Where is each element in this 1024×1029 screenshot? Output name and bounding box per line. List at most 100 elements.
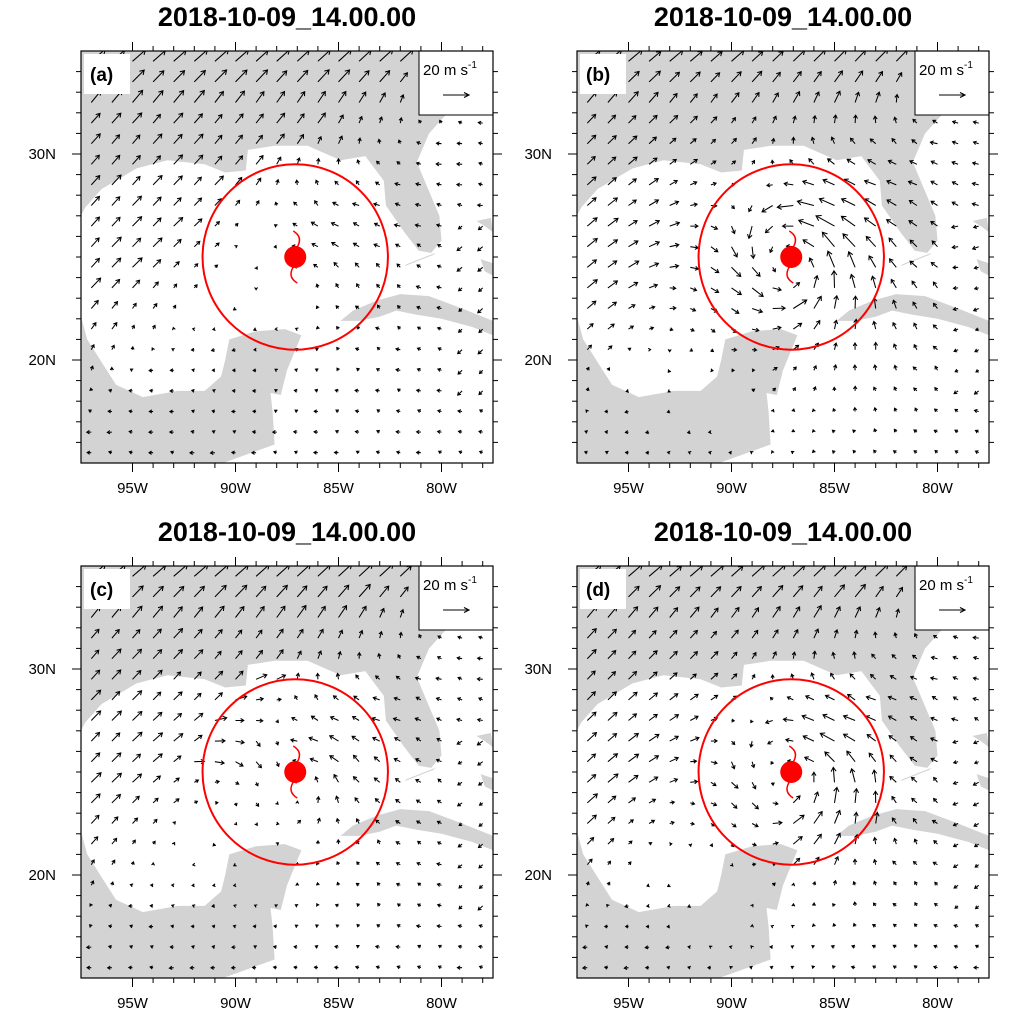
wind-vector [812,880,817,886]
wind-vector [173,648,184,660]
wind-vector [314,944,319,949]
wind-vector [132,51,146,62]
wind-vector [731,585,742,598]
wind-vector [314,200,319,206]
wind-vector [707,450,712,455]
wind-vector [336,861,340,865]
wind-vector [90,880,95,886]
wind-vector [355,818,360,824]
wind-vector [132,175,141,186]
wind-vector [607,732,618,742]
wind-vector [457,409,463,414]
x-tick-label: 90W [716,995,748,1012]
wind-vector [296,51,310,62]
wind-vector [648,692,659,701]
wind-vector [111,648,122,660]
wind-vector [893,116,898,124]
storm-center-marker [284,761,307,783]
legend-box [914,565,990,631]
wind-vector [354,262,360,268]
wind-vector [415,820,422,825]
x-tick-label: 95W [117,480,149,497]
wind-vector [212,842,217,847]
wind-vector [132,279,141,289]
wind-vector [834,855,840,865]
wind-vector [728,945,733,950]
wind-vector [584,924,589,928]
wind-vector [355,882,360,887]
wind-vector [352,754,360,763]
wind-vector [892,903,897,907]
x-tick-label: 90W [716,480,748,497]
wind-vector [666,409,671,414]
wind-vector [235,650,243,660]
wind-vector [832,407,837,412]
panel-label-box [580,569,626,609]
wind-vector [669,672,678,680]
wind-vector [173,238,182,248]
wind-vector [111,669,122,680]
wind-vector [669,693,679,701]
wind-vector [952,822,959,827]
wind-vector [648,842,653,846]
wind-vector [456,802,463,807]
wind-vector [914,407,919,412]
wind-vector [607,135,617,145]
wind-vector [929,676,938,681]
wind-vector [308,736,319,742]
wind-vector [90,649,100,660]
wind-vector [852,385,858,391]
wind-vector [333,965,339,970]
wind-vector [276,112,286,124]
wind-vector [791,428,796,433]
wind-vector [972,224,979,229]
wind-vector [648,157,658,165]
wind-vector [731,651,738,660]
wind-vector [378,630,384,639]
panel-label: (d) [580,569,626,609]
wind-vector [731,51,745,62]
wind-vector [813,295,822,309]
wind-vector [149,965,154,970]
wind-vector [834,605,841,618]
y-tick-label: 20N [28,867,56,884]
wind-vector [357,137,362,144]
wind-vector [152,818,158,824]
wind-vector [750,903,754,908]
wind-vector [90,814,100,824]
wind-vector [710,802,718,807]
wind-vector [887,159,897,165]
wind-vector [954,450,959,454]
wind-vector [191,368,195,373]
wind-vector [972,140,979,145]
wind-vector [885,219,897,227]
wind-vector [832,879,838,886]
panel-label-text: (d) [586,580,610,601]
wind-vector [875,70,884,83]
wind-vector [813,566,826,577]
wind-vector [171,326,176,331]
wind-vector [607,649,617,660]
wind-vector [804,694,815,701]
wind-vector [689,115,698,124]
wind-vector [111,174,122,186]
wind-vector [106,965,112,970]
wind-vector [478,161,483,166]
wind-vector [334,795,340,804]
wind-vector [252,409,257,414]
wind-vector [932,797,938,804]
x-tick-label: 85W [323,480,355,497]
wind-vector [909,736,918,742]
wind-vector [892,965,897,969]
wind-vector [972,307,979,312]
wind-vector [710,93,718,103]
wind-vector [173,283,178,289]
wind-vector [292,429,298,435]
wind-vector [235,199,241,206]
wind-vector [373,243,380,248]
wind-vector [111,236,122,248]
wind-vector [770,408,775,413]
wind-vector [111,134,121,145]
wind-vector [88,924,93,928]
wind-vector [952,676,959,681]
